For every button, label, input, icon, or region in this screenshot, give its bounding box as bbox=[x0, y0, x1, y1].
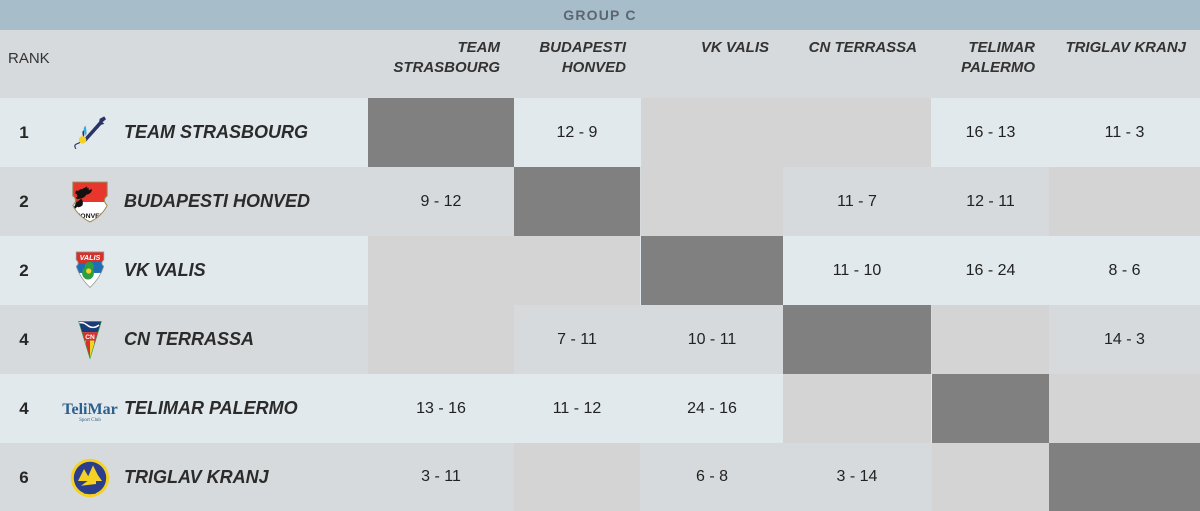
svg-text:HONVED: HONVED bbox=[75, 212, 104, 219]
svg-text:KRANJ: KRANJ bbox=[84, 491, 96, 495]
svg-text:VALIS: VALIS bbox=[80, 252, 101, 261]
svg-text:CN: CN bbox=[85, 333, 95, 340]
